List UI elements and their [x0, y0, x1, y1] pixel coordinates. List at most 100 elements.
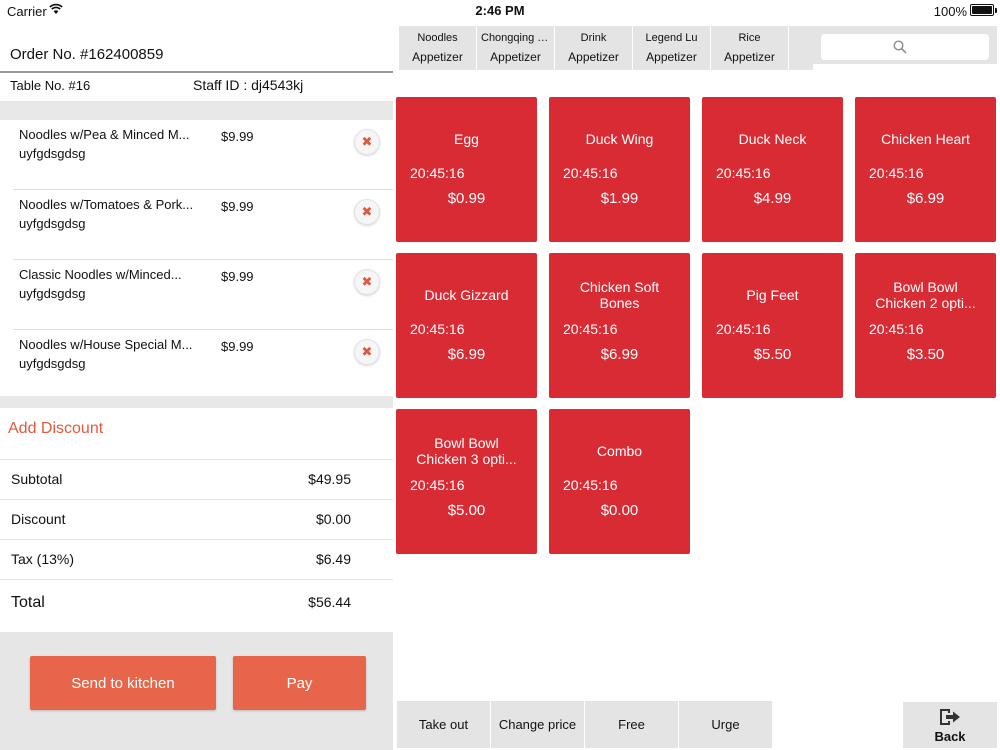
- menu-item-name: Bowl Bowl Chicken 3 opti...: [416, 435, 517, 467]
- menu-item-tile[interactable]: Duck Neck 20:45:16 $4.99: [702, 97, 843, 242]
- back-label: Back: [934, 729, 966, 744]
- menu-item-price: $5.00: [447, 502, 486, 519]
- menu-item-time: 20:45:16: [410, 477, 465, 493]
- search-input[interactable]: [821, 34, 989, 60]
- order-item-price: $9.99: [221, 339, 254, 354]
- tab-category[interactable]: Noodles Appetizer: [399, 26, 476, 70]
- menu-item-name: Pig Feet: [746, 287, 799, 303]
- free-button[interactable]: Free: [585, 701, 678, 748]
- menu-item-name: Combo: [596, 443, 643, 459]
- carrier-label: Carrier: [7, 4, 47, 19]
- discount-label: Discount: [11, 511, 66, 527]
- menu-item-tile[interactable]: Combo 20:45:16 $0.00: [549, 409, 690, 554]
- menu-item-name: Egg: [454, 131, 479, 147]
- menu-item-tile[interactable]: Egg 20:45:16 $0.99: [396, 97, 537, 242]
- staff-id: Staff ID : dj4543kj: [193, 77, 304, 93]
- menu-item-name: Duck Wing: [585, 131, 654, 147]
- search-icon: [893, 40, 907, 54]
- menu-item-time: 20:45:16: [410, 165, 465, 181]
- order-number: Order No. #162400859: [10, 46, 164, 63]
- menu-item-time: 20:45:16: [410, 321, 465, 337]
- menu-item-tile[interactable]: Bowl Bowl Chicken 3 opti... 20:45:16 $5.…: [396, 409, 537, 554]
- menu-item-tile[interactable]: Duck Wing 20:45:16 $1.99: [549, 97, 690, 242]
- tab-category-name: Legend Lu: [645, 32, 698, 44]
- menu-item-name: Chicken Heart: [881, 131, 970, 147]
- remove-item-icon[interactable]: ✖: [354, 129, 380, 155]
- menu-item-price: $6.99: [447, 346, 486, 363]
- menu-item-price: $0.99: [447, 190, 486, 207]
- divider: [13, 329, 393, 330]
- order-summary: Subtotal $49.95 Discount $0.00 Tax (13%)…: [0, 459, 393, 619]
- exit-icon: [940, 709, 960, 725]
- divider: [13, 189, 393, 190]
- tab-category[interactable]: Chongqing S... Appetizer: [477, 26, 554, 70]
- urge-button[interactable]: Urge: [679, 701, 772, 748]
- remove-item-icon[interactable]: ✖: [354, 199, 380, 225]
- order-panel: Order No. #162400859 Table No. #16 Staff…: [0, 22, 393, 750]
- order-item-note: uyfgdsgdsg: [19, 356, 86, 371]
- menu-item-price: $3.50: [906, 346, 945, 363]
- divider: [13, 259, 393, 260]
- tab-category[interactable]: Legend Lu Appetizer: [633, 26, 710, 70]
- tab-category-type: Appetizer: [646, 50, 697, 64]
- add-discount-link[interactable]: Add Discount: [8, 420, 104, 437]
- subtotal-row: Subtotal $49.95: [0, 459, 393, 499]
- pay-button[interactable]: Pay: [233, 656, 366, 710]
- subtotal-label: Subtotal: [11, 471, 63, 487]
- menu-item-tile[interactable]: Duck Gizzard 20:45:16 $6.99: [396, 253, 537, 398]
- tab-category-type: Appetizer: [724, 50, 775, 64]
- total-row: Total $56.44: [0, 579, 393, 619]
- section-separator: [0, 101, 393, 120]
- battery-percent: 100%: [933, 4, 967, 19]
- order-item[interactable]: Noodles w/Pea & Minced M... uyfgdsgdsg $…: [0, 120, 393, 190]
- order-item[interactable]: Classic Noodles w/Minced... uyfgdsgdsg $…: [0, 260, 393, 330]
- order-item-name: Classic Noodles w/Minced...: [19, 267, 182, 282]
- remove-item-icon[interactable]: ✖: [354, 269, 380, 295]
- menu-item-time: 20:45:16: [563, 477, 618, 493]
- remove-item-icon[interactable]: ✖: [354, 339, 380, 365]
- menu-item-price: $1.99: [600, 190, 639, 207]
- change-price-button[interactable]: Change price: [491, 701, 584, 748]
- tab-category[interactable]: si Ap: [789, 26, 813, 70]
- menu-item-price: $0.00: [600, 502, 639, 519]
- menu-item-name: Duck Neck: [738, 131, 807, 147]
- tab-category[interactable]: Rice Appetizer: [711, 26, 788, 70]
- category-tabs: Noodles Appetizer Chongqing S... Appetiz…: [399, 26, 813, 70]
- send-to-kitchen-button[interactable]: Send to kitchen: [30, 656, 216, 710]
- tab-category-name: Chongqing S...: [481, 32, 554, 44]
- total-value: $56.44: [308, 594, 351, 610]
- order-item[interactable]: Noodles w/House Special M... uyfgdsgdsg …: [0, 330, 393, 400]
- menu-item-time: 20:45:16: [716, 165, 771, 181]
- menu-panel: Noodles Appetizer Chongqing S... Appetiz…: [393, 22, 1000, 750]
- menu-item-tile[interactable]: Pig Feet 20:45:16 $5.50: [702, 253, 843, 398]
- discount-row: Discount $0.00: [0, 499, 393, 539]
- order-item-note: uyfgdsgdsg: [19, 146, 86, 161]
- tab-category-type: Ap: [789, 50, 813, 64]
- total-label: Total: [11, 594, 45, 611]
- menu-item-time: 20:45:16: [563, 321, 618, 337]
- menu-item-tile[interactable]: Chicken Heart 20:45:16 $6.99: [855, 97, 996, 242]
- tab-category[interactable]: Drink Appetizer: [555, 26, 632, 70]
- order-item-price: $9.99: [221, 269, 254, 284]
- checkout-bar: Send to kitchen Pay: [0, 632, 393, 750]
- table-number: Table No. #16: [10, 78, 91, 93]
- back-button[interactable]: Back: [903, 702, 997, 748]
- menu-item-price: $5.50: [753, 346, 792, 363]
- divider: [0, 71, 393, 73]
- menu-item-name: Chicken Soft Bones: [579, 279, 660, 311]
- take-out-button[interactable]: Take out: [397, 701, 490, 748]
- menu-item-time: 20:45:16: [869, 165, 924, 181]
- menu-item-time: 20:45:16: [563, 165, 618, 181]
- menu-item-price: $6.99: [600, 346, 639, 363]
- tab-category-type: Appetizer: [412, 50, 463, 64]
- order-item-list: Noodles w/Pea & Minced M... uyfgdsgdsg $…: [0, 120, 393, 396]
- order-item[interactable]: Noodles w/Tomatoes & Pork... uyfgdsgdsg …: [0, 190, 393, 260]
- menu-item-price: $6.99: [906, 190, 945, 207]
- section-separator: [0, 396, 393, 408]
- menu-item-name: Bowl Bowl Chicken 2 opti...: [875, 279, 976, 311]
- menu-item-time: 20:45:16: [869, 321, 924, 337]
- tab-category-name: Noodles: [417, 32, 458, 44]
- menu-item-name: Duck Gizzard: [424, 287, 509, 303]
- menu-item-tile[interactable]: Chicken Soft Bones 20:45:16 $6.99: [549, 253, 690, 398]
- menu-item-tile[interactable]: Bowl Bowl Chicken 2 opti... 20:45:16 $3.…: [855, 253, 996, 398]
